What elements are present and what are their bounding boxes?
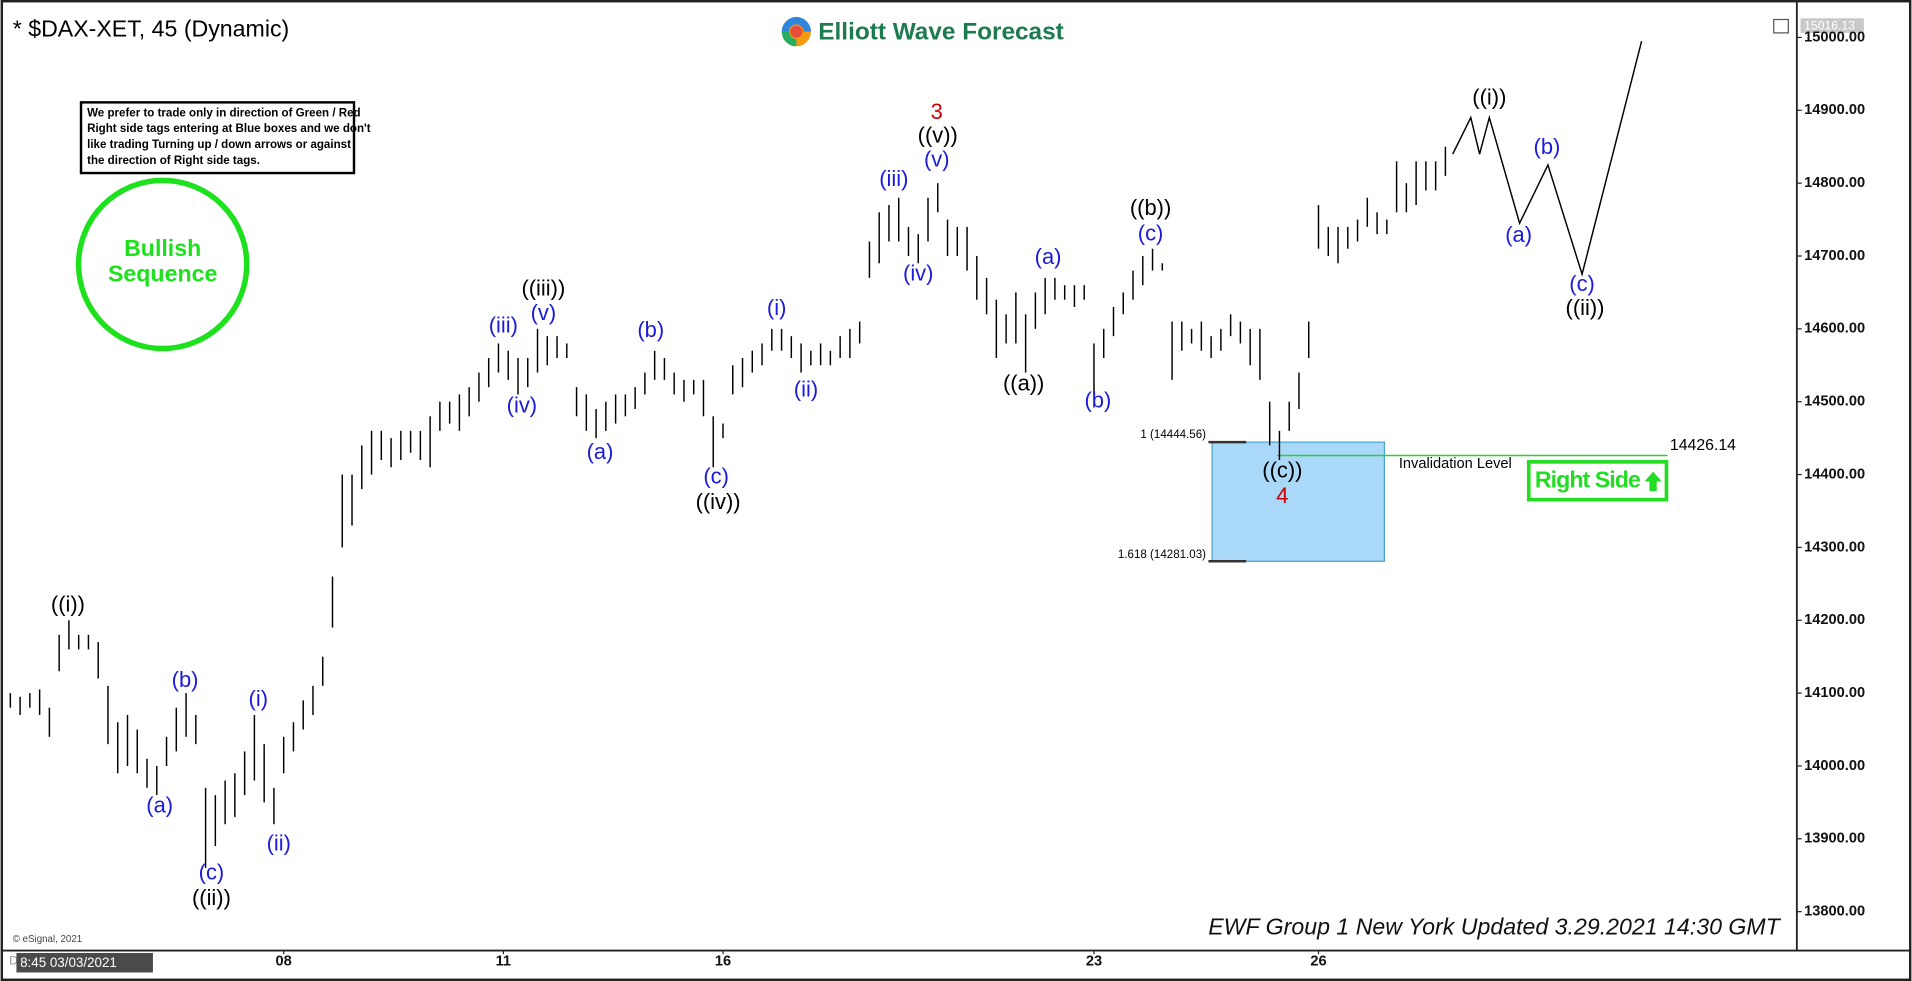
note-line: the direction of Right side tags. (87, 155, 260, 167)
last-price-box (1800, 18, 1864, 33)
logo: Elliott Wave Forecast (781, 17, 1064, 47)
wave-label: (a) (587, 439, 614, 464)
note-line: like trading Turning up / down arrows or… (87, 139, 351, 151)
copyright: © eSignal, 2021 (13, 934, 82, 945)
badge-text: Bullish (124, 235, 201, 261)
wave-label: 4 (1276, 483, 1288, 508)
cursor-box (16, 952, 153, 973)
window-icon[interactable] (1773, 18, 1789, 34)
wave-label: (b) (637, 317, 664, 342)
wave-label: ((v)) (918, 122, 958, 147)
logo-icon (781, 31, 797, 47)
y-tick-label: 14500.00 (1804, 394, 1865, 410)
logo-text: Elliott Wave Forecast (818, 18, 1063, 45)
x-tick-label: 16 (715, 953, 731, 969)
wave-label: 3 (931, 99, 943, 124)
wave-label: (iv) (507, 393, 537, 418)
wave-label: (v) (531, 300, 557, 325)
note-line: Right side tags entering at Blue boxes a… (87, 123, 371, 135)
logo-icon (790, 25, 803, 38)
x-tick-label: 23 (1086, 953, 1102, 969)
x-tick-label: 08 (276, 953, 292, 969)
wave-label: ((i)) (51, 591, 85, 616)
x-tick-label: 11 (496, 953, 511, 969)
wave-label: (c) (199, 860, 225, 885)
badge-text: Sequence (108, 261, 217, 287)
wave-label: ((iv)) (696, 489, 741, 514)
wave-label: (ii) (267, 830, 291, 855)
right-side-tag (1526, 460, 1669, 502)
wave-label: (c) (1138, 221, 1164, 246)
wave-label: ((i)) (1472, 84, 1506, 109)
wave-label: ((iii)) (521, 275, 565, 300)
wave-label: (i) (249, 686, 268, 711)
wave-label: ((c)) (1262, 457, 1302, 482)
bullish-badge (75, 177, 250, 352)
y-tick-label: 14300.00 (1804, 539, 1865, 555)
last-price: 15016.13 (1804, 18, 1855, 32)
wave-label: (ii) (794, 377, 818, 402)
note-line: We prefer to trade only in direction of … (87, 107, 360, 119)
wave-label: (b) (172, 667, 199, 692)
y-tick-label: 14600.00 (1804, 321, 1865, 337)
up-arrow (1644, 471, 1662, 492)
wave-label: (c) (1569, 271, 1595, 296)
wave-label: (a) (1035, 244, 1062, 269)
y-tick-label: 14800.00 (1804, 175, 1865, 191)
wave-label: ((ii)) (192, 885, 231, 910)
cursor-label: 8:45 03/03/2021 (20, 955, 117, 970)
wave-label: (iv) (903, 261, 933, 286)
wave-label: (b) (1084, 388, 1111, 413)
fib-label: 1.618 (14281.03) (1118, 549, 1206, 561)
right-side-text: Right Side (1535, 466, 1641, 492)
y-tick-label: 14200.00 (1804, 612, 1865, 628)
y-tick-label: 13800.00 (1804, 904, 1865, 920)
footer: EWF Group 1 New York Updated 3.29.2021 1… (1208, 914, 1781, 940)
wave-label: (v) (924, 146, 950, 171)
y-tick-label: 14900.00 (1804, 102, 1865, 118)
blue-box (1211, 441, 1386, 562)
wave-label: (iii) (489, 312, 518, 337)
y-tick-label: 13900.00 (1804, 831, 1865, 847)
wave-label: (i) (767, 295, 786, 320)
x-tick-label: 26 (1310, 953, 1326, 969)
wave-label: (a) (1505, 222, 1532, 247)
y-tick-label: 14700.00 (1804, 248, 1865, 264)
logo-icon (781, 17, 811, 32)
note-box (79, 101, 356, 175)
y-tick-label: 14000.00 (1804, 758, 1865, 774)
wave-label: (a) (146, 793, 173, 818)
invalidation-label: Invalidation Level (1399, 456, 1512, 472)
y-tick-label: 15000.00 (1804, 29, 1865, 45)
invalidation-value: 14426.14 (1670, 437, 1736, 454)
y-tick-label: 14400.00 (1804, 466, 1865, 482)
chart-title: * $DAX-XET, 45 (Dynamic) (13, 16, 289, 42)
projection-line (1452, 40, 1643, 277)
y-tick-label: 14100.00 (1804, 685, 1865, 701)
wave-label: ((a)) (1003, 371, 1044, 396)
wave-label: (b) (1534, 134, 1561, 159)
wave-label: (c) (703, 463, 729, 488)
wave-label: (iii) (879, 166, 908, 191)
wave-label: ((ii)) (1566, 295, 1605, 320)
wave-label: ((b)) (1130, 195, 1171, 220)
fib-label: 1 (14444.56) (1140, 429, 1206, 441)
